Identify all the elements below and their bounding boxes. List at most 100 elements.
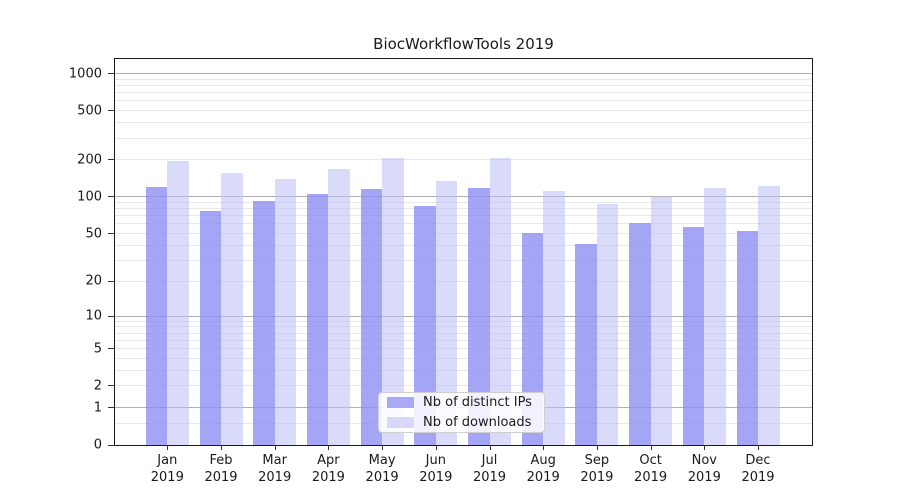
- x-tick-label-dec: Dec 2019: [718, 452, 798, 486]
- bar-distinct-ips-jun: [414, 206, 436, 445]
- gridline-minor: [115, 332, 812, 334]
- gridline-minor: [115, 326, 812, 328]
- gridline-minor: [115, 78, 812, 80]
- x-tick-label-mar: Mar 2019: [235, 452, 315, 486]
- gridline-minor: [115, 92, 812, 94]
- y-tick-label: 50: [85, 226, 102, 242]
- gridline-minor: [115, 280, 812, 282]
- x-tick-month: May: [368, 453, 396, 468]
- gridline-minor: [115, 385, 812, 387]
- y-axis: 0 1 2 5 10 20 50 100 200 500 1000: [0, 59, 114, 453]
- gridline-minor: [115, 100, 812, 102]
- x-tick: [758, 445, 759, 450]
- x-tick-year: 2019: [204, 470, 238, 485]
- bar-downloads-jun: [435, 180, 458, 445]
- y-tick: [108, 315, 114, 317]
- bar-distinct-ips-may: [360, 188, 383, 445]
- gridline-minor: [115, 110, 812, 112]
- x-tick-month: Oct: [639, 453, 662, 468]
- gridline-minor: [115, 348, 812, 350]
- x-tick-month: Jun: [425, 453, 446, 468]
- gridline-minor: [115, 244, 812, 246]
- x-tick-label-jan: Jan 2019: [127, 452, 207, 486]
- legend-item-downloads: Nb of downloads: [387, 415, 536, 430]
- x-tick-label-jun: Jun 2019: [396, 452, 476, 486]
- gridline-minor: [115, 137, 812, 139]
- x-tick-year: 2019: [150, 470, 184, 485]
- legend-item-distinct-ips: Nb of distinct IPs: [387, 395, 536, 410]
- bar-distinct-ips-oct: [629, 223, 651, 445]
- x-tick: [382, 445, 384, 450]
- bar-distinct-ips-apr: [306, 194, 329, 445]
- bar-distinct-ips-jan: [145, 187, 168, 445]
- bar-distinct-ips-sep: [575, 244, 597, 445]
- legend-swatch-downloads: [387, 417, 414, 428]
- bar-distinct-ips-aug: [521, 232, 544, 445]
- x-tick-month: Jan: [157, 453, 178, 468]
- y-tick-label: 1000: [68, 66, 102, 81]
- y-tick-label: 100: [77, 189, 102, 205]
- x-tick-year: 2019: [634, 470, 668, 485]
- bar-downloads-mar: [274, 179, 297, 445]
- x-tick: [328, 445, 330, 450]
- gridline-minor: [115, 223, 812, 225]
- y-tick-label: 5: [93, 341, 102, 357]
- gridline-minor: [115, 208, 812, 210]
- y-tick-label: 200: [77, 152, 102, 168]
- y-tick: [108, 233, 114, 235]
- bar-distinct-ips-mar: [253, 201, 275, 445]
- bar-downloads-oct: [650, 196, 673, 445]
- x-tick-month: Aug: [530, 453, 556, 468]
- y-tick-label: 1: [93, 400, 102, 416]
- gridline-minor: [115, 357, 812, 359]
- y-tick-label: 500: [77, 103, 102, 119]
- x-tick-year: 2019: [311, 470, 345, 485]
- x-tick: [704, 445, 706, 450]
- gridline-minor: [115, 84, 812, 86]
- y-tick: [108, 385, 114, 387]
- gridline-minor: [115, 259, 812, 261]
- gridline-minor: [115, 215, 812, 217]
- x-tick-month: Nov: [691, 453, 717, 468]
- bar-downloads-sep: [596, 204, 619, 445]
- x-tick-label-oct: Oct 2019: [611, 452, 691, 486]
- bar-downloads-apr: [328, 169, 350, 445]
- bar-downloads-nov: [704, 187, 726, 445]
- y-tick: [108, 280, 114, 282]
- gridline-major: [115, 73, 812, 74]
- y-tick: [108, 444, 114, 446]
- gridline-minor: [115, 159, 812, 161]
- x-tick-year: 2019: [365, 470, 399, 485]
- x-tick-label-nov: Nov 2019: [664, 452, 744, 486]
- y-tick: [108, 73, 114, 74]
- y-tick-label: 0: [93, 437, 102, 453]
- x-tick-year: 2019: [741, 470, 775, 485]
- x-tick-label-apr: Apr 2019: [288, 452, 368, 486]
- x-tick: [596, 445, 598, 450]
- x-tick-label-jul: Jul 2019: [450, 452, 530, 486]
- y-tick-label: 10: [85, 308, 102, 324]
- x-tick-month: Sep: [584, 453, 610, 468]
- x-tick-month: Mar: [262, 453, 287, 468]
- x-tick: [489, 445, 491, 450]
- bar-distinct-ips-jul: [468, 188, 490, 445]
- y-tick: [108, 407, 114, 409]
- x-tick-label-aug: Aug 2019: [503, 452, 583, 486]
- gridline-minor: [115, 320, 812, 322]
- x-tick-month: Apr: [317, 453, 340, 468]
- y-tick-label: 2: [93, 378, 102, 394]
- bar-downloads-aug: [543, 191, 565, 445]
- x-tick-month: Jul: [481, 453, 498, 468]
- legend-label-downloads: Nb of downloads: [423, 415, 532, 430]
- x-tick: [543, 445, 545, 450]
- plot-area: Nb of distinct IPs Nb of downloads: [114, 58, 813, 446]
- x-axis: Jan 2019 Feb 2019 Mar 2019 Apr 2019 May 2019 Jun 20…: [115, 445, 812, 500]
- gridline-minor: [115, 233, 812, 235]
- x-tick-label-sep: Sep 2019: [557, 452, 637, 486]
- bar-distinct-ips-dec: [736, 230, 758, 445]
- gridline-minor: [115, 339, 812, 341]
- bar-distinct-ips-feb: [199, 210, 221, 445]
- x-tick-month: Feb: [209, 453, 233, 468]
- bar-downloads-feb: [221, 173, 243, 445]
